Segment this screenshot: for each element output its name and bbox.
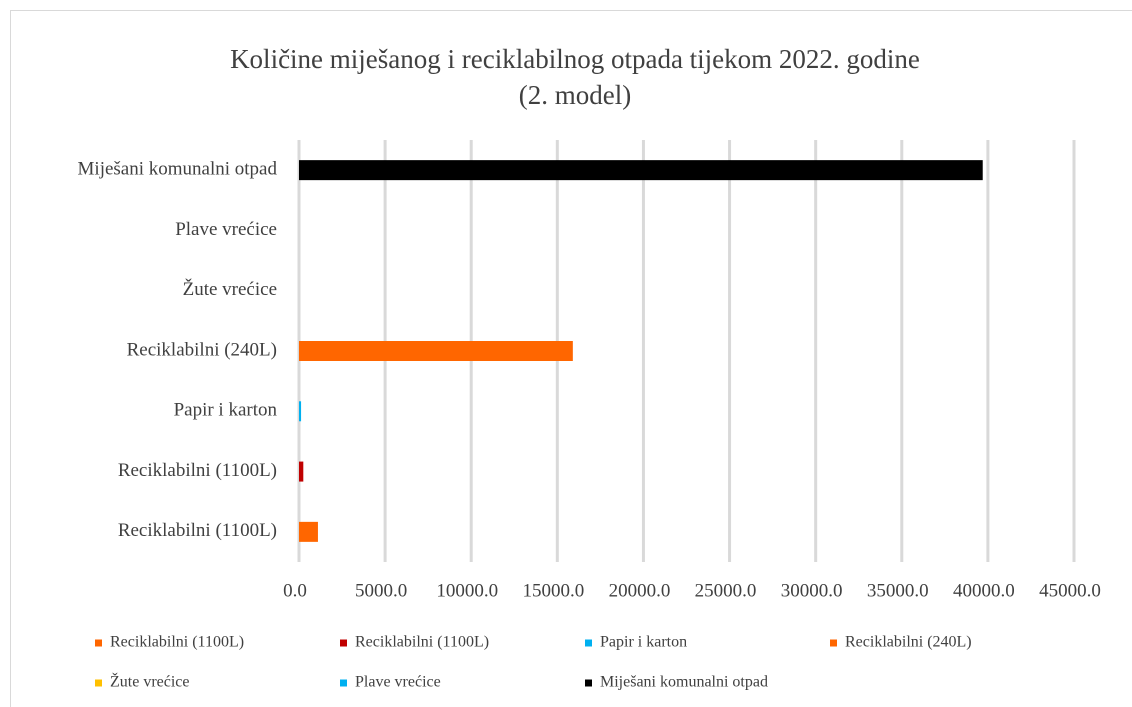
legend-label: Reciklabilni (1100L): [110, 634, 244, 651]
chart-title: Količine miješanog i reciklabilnog otpad…: [230, 44, 920, 74]
x-tick-label: 5000.0: [355, 580, 407, 601]
x-tick-label: 0.0: [283, 580, 307, 601]
x-tick-label: 35000.0: [867, 580, 929, 601]
y-tick-label: Plave vrećice: [175, 219, 277, 240]
y-tick-label: Reciklabilni (1100L): [118, 460, 277, 481]
x-tick-label: 10000.0: [436, 580, 498, 601]
x-tick-label: 20000.0: [609, 580, 671, 601]
legend-swatch: [340, 639, 347, 647]
legend-label: Žute vrećice: [110, 672, 190, 691]
x-tick-label: 15000.0: [522, 580, 584, 601]
bar: [299, 521, 318, 542]
legend-swatch: [830, 639, 837, 647]
bar: [299, 461, 304, 482]
bar: [299, 160, 983, 181]
legend-label: Reciklabilni (1100L): [355, 634, 489, 651]
legend-label: Papir i karton: [600, 634, 687, 651]
x-tick-label: 45000.0: [1039, 580, 1101, 601]
legend-label: Plave vrećice: [355, 674, 441, 691]
x-tick-label: 25000.0: [695, 580, 757, 601]
legend-swatch: [585, 639, 592, 647]
legend-label: Reciklabilni (240L): [845, 634, 972, 651]
y-tick-label: Reciklabilni (240L): [127, 339, 277, 360]
bar: [299, 341, 573, 361]
y-tick-label: Papir i karton: [174, 400, 278, 421]
legend-swatch: [95, 679, 102, 687]
legend-swatch: [95, 639, 102, 647]
bar: [299, 401, 302, 422]
y-tick-label: Reciklabilni (1100L): [118, 520, 277, 541]
y-tick-label: Žute vrećice: [183, 278, 277, 300]
legend-label: Miješani komunalni otpad: [600, 674, 768, 691]
x-tick-label: 40000.0: [953, 580, 1015, 601]
x-tick-label: 30000.0: [781, 580, 843, 601]
chart-title: (2. model): [519, 80, 631, 110]
legend-swatch: [340, 679, 347, 687]
y-tick-label: Miješani komunalni otpad: [78, 159, 278, 180]
legend-swatch: [585, 679, 592, 687]
